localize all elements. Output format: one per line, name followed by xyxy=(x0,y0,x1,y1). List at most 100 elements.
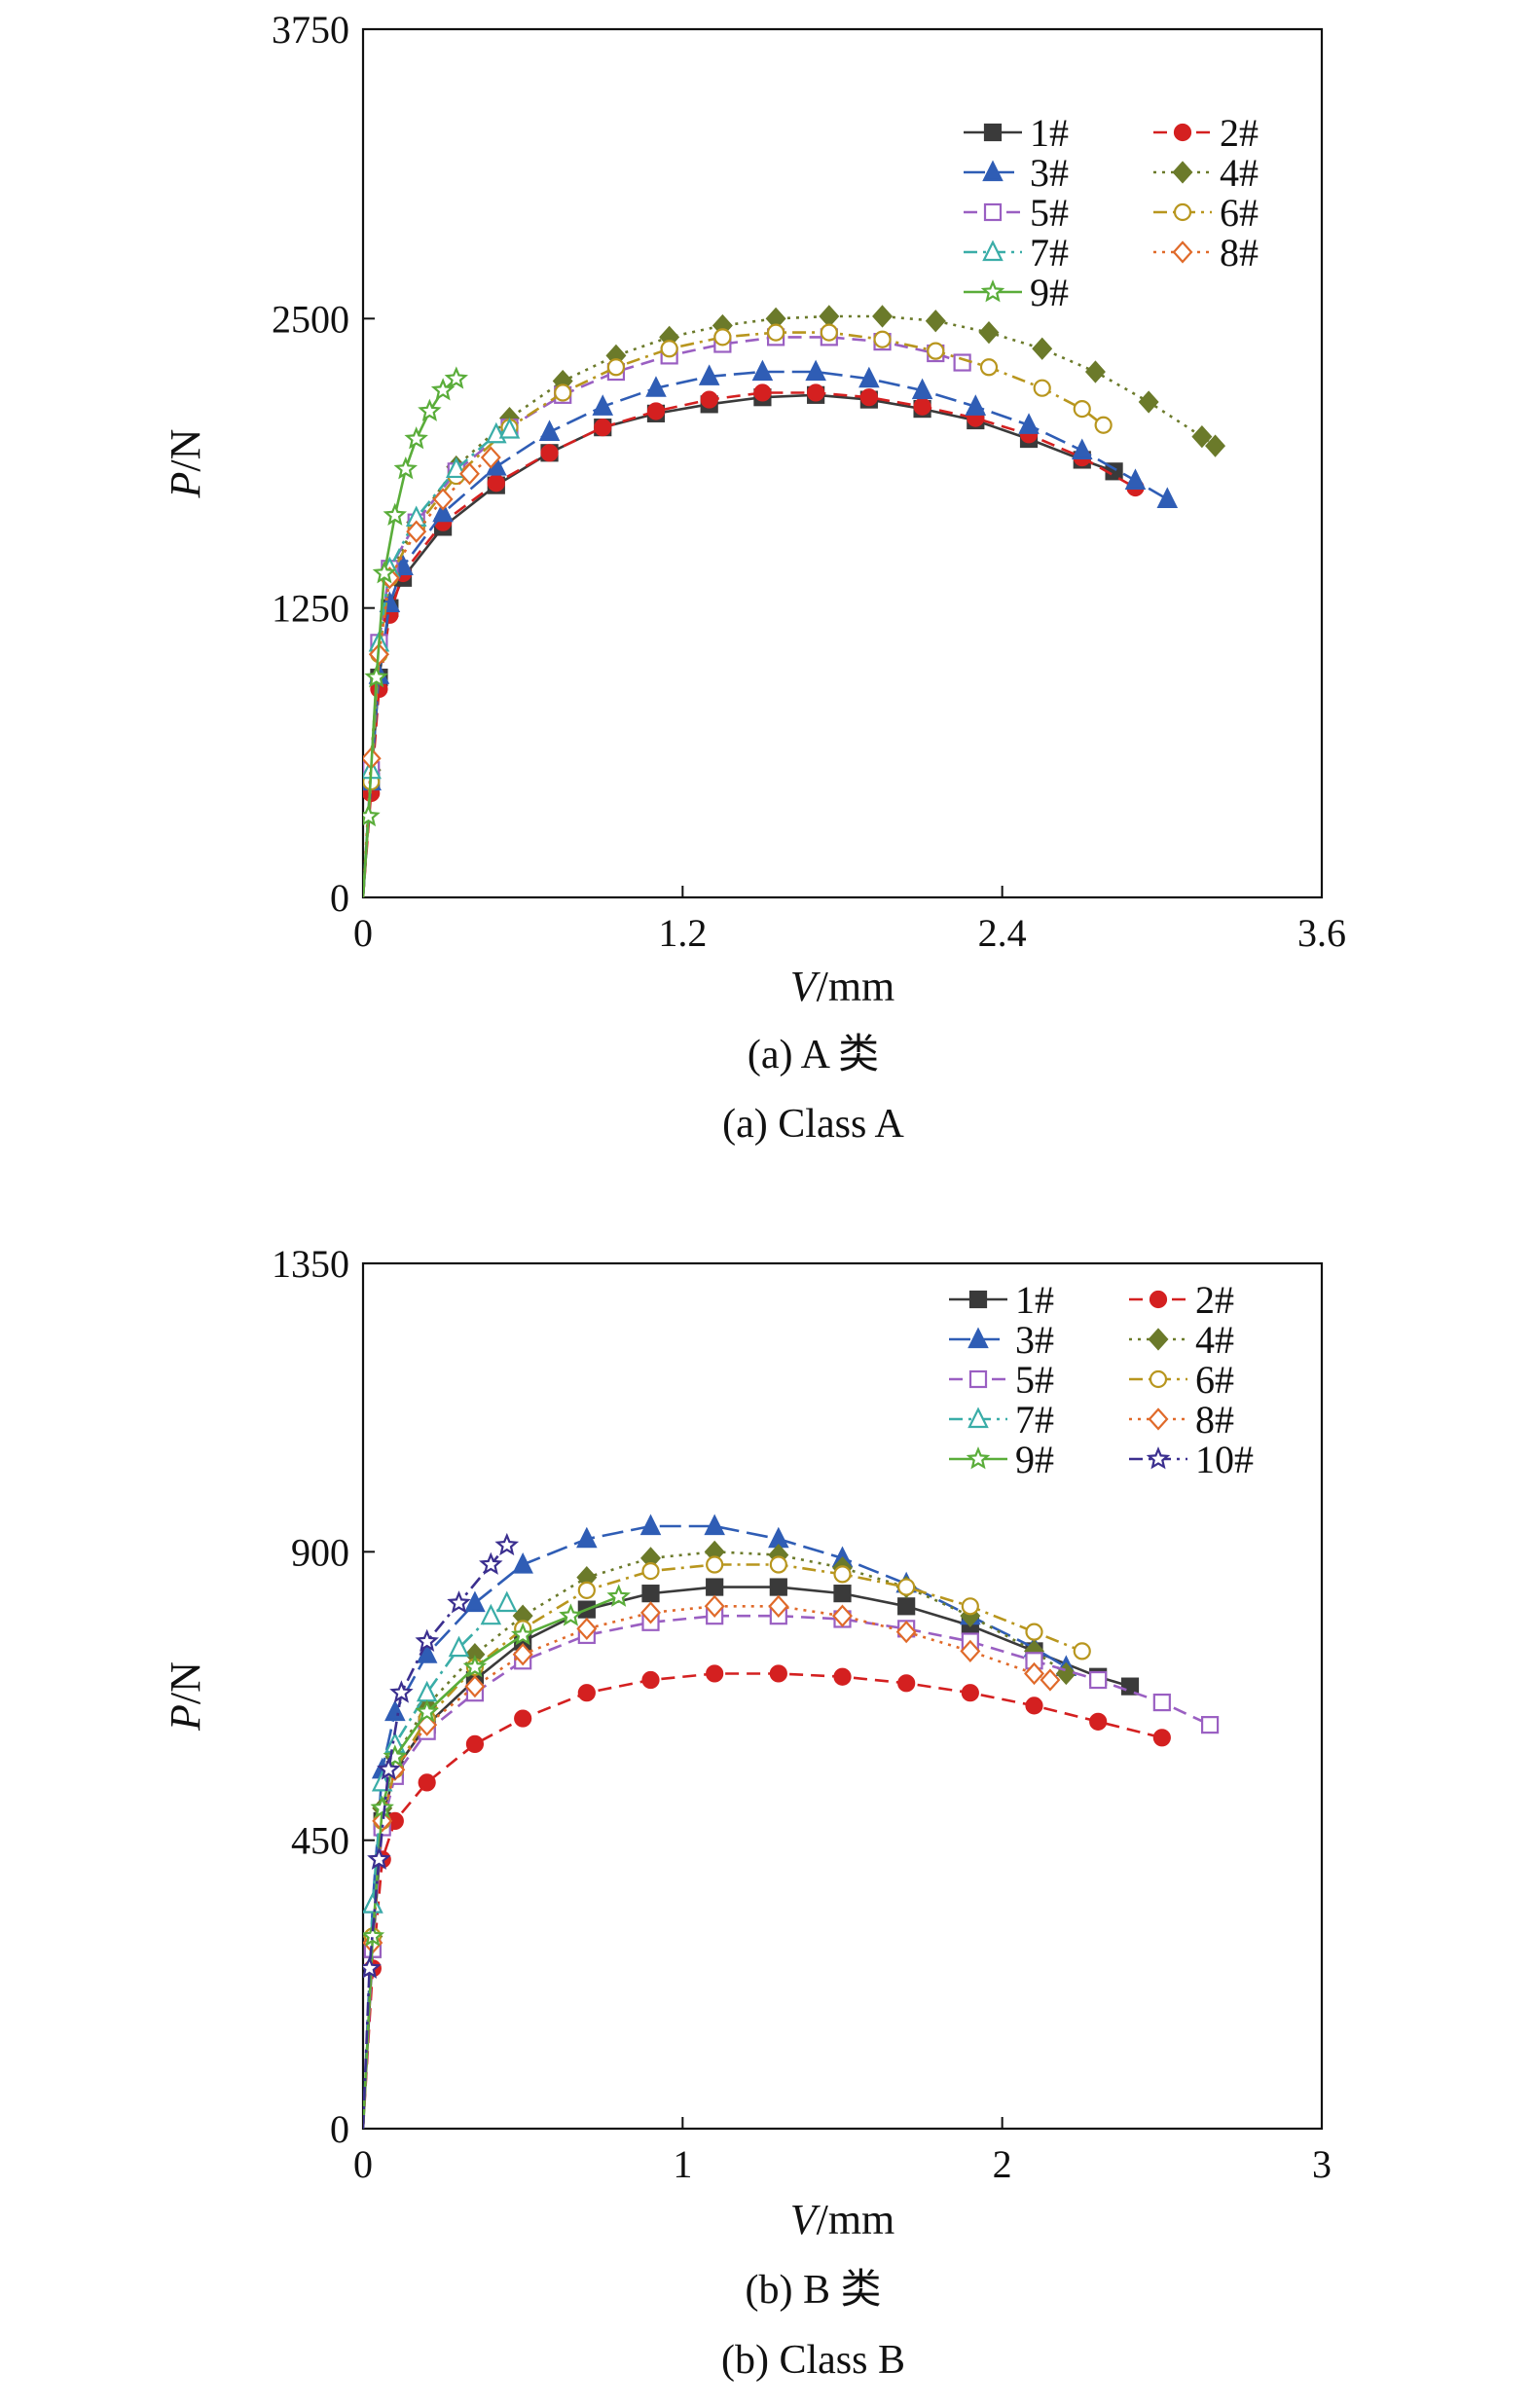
x-tick-label: 1 xyxy=(673,2142,692,2186)
y-tick-label: 1350 xyxy=(272,1242,349,1286)
data-point xyxy=(592,394,614,416)
legend-marker xyxy=(967,1406,989,1429)
data-point xyxy=(639,1514,662,1536)
data-point xyxy=(384,1699,406,1722)
data-point xyxy=(510,1623,535,1646)
data-point xyxy=(897,1597,916,1616)
data-point xyxy=(1191,425,1213,449)
legend-marker xyxy=(967,1327,989,1349)
data-point xyxy=(698,364,720,385)
legend-marker xyxy=(1173,202,1192,222)
data-point xyxy=(383,1744,408,1768)
data-point xyxy=(1040,1668,1061,1692)
data-point xyxy=(965,394,987,416)
data-point xyxy=(487,474,505,493)
data-point xyxy=(392,554,414,575)
data-point xyxy=(480,446,501,469)
legend: 1# 2# 3# 4# 5# 6# 7# 8# 9# 10# xyxy=(949,1278,1254,1481)
data-point xyxy=(1205,434,1226,457)
y-tick-label: 0 xyxy=(330,876,349,920)
panel-a: 0 1.2 2.4 3.6 0 1250 2500 3750 V/mm P/N 1# 2# 3# 4# 5#… xyxy=(162,8,1346,1147)
legend-item: 6# xyxy=(1129,1358,1234,1402)
legend-label: 3# xyxy=(1030,151,1069,195)
series-2 xyxy=(363,1664,1171,2129)
data-point xyxy=(769,1664,787,1683)
y-tick-label: 2500 xyxy=(272,297,349,341)
y-tick-label: 0 xyxy=(330,2107,349,2151)
legend-label: 8# xyxy=(1220,231,1259,274)
legend-label: 8# xyxy=(1195,1398,1234,1441)
data-point xyxy=(514,1709,532,1728)
x-tick-label: 0 xyxy=(353,911,373,955)
data-point xyxy=(660,340,678,358)
data-point xyxy=(577,1581,596,1599)
y-tick-label: 900 xyxy=(291,1530,349,1574)
data-point xyxy=(1025,1697,1043,1715)
data-point xyxy=(1089,1712,1108,1731)
series-line xyxy=(363,391,1137,897)
data-point xyxy=(377,1757,401,1780)
data-point xyxy=(418,398,442,421)
series-6 xyxy=(363,1555,1091,2129)
caption-en: (a) Class A xyxy=(722,1102,904,1147)
data-point xyxy=(913,397,931,416)
data-point xyxy=(389,1680,414,1703)
data-point xyxy=(641,1585,660,1603)
data-point xyxy=(704,1594,725,1618)
data-point xyxy=(494,1532,520,1556)
data-point xyxy=(820,323,838,342)
data-point xyxy=(1071,438,1093,460)
x-tick-label: 3 xyxy=(1312,2142,1332,2186)
data-point xyxy=(576,1526,598,1549)
data-point xyxy=(594,419,612,437)
x-tick-label: 1.2 xyxy=(658,911,707,955)
data-point xyxy=(769,1578,787,1596)
y-tick-label: 1250 xyxy=(272,587,349,631)
legend-label: 6# xyxy=(1220,191,1259,235)
legend-item: 5# xyxy=(949,1358,1054,1402)
data-point xyxy=(961,1684,979,1702)
data-point xyxy=(372,561,397,584)
series-line xyxy=(363,1614,1211,2129)
data-point xyxy=(538,420,561,441)
data-point xyxy=(1033,379,1051,397)
data-point xyxy=(370,1795,394,1819)
data-point xyxy=(447,1590,471,1614)
legend-label: 5# xyxy=(1030,191,1069,235)
series-5 xyxy=(363,328,971,897)
series-line xyxy=(363,314,1217,897)
series-10 xyxy=(363,1532,520,2129)
data-point xyxy=(480,1603,502,1625)
legend-item: 4# xyxy=(1153,151,1259,195)
data-point xyxy=(540,444,559,462)
y-axis-unit: /N xyxy=(162,1661,209,1704)
data-point xyxy=(1073,400,1091,419)
data-point xyxy=(464,1590,486,1613)
data-point xyxy=(768,1594,789,1618)
data-point xyxy=(751,359,774,382)
data-point xyxy=(700,390,718,409)
data-point xyxy=(418,1773,436,1792)
legend-label: 1# xyxy=(1030,111,1069,155)
data-point xyxy=(704,1514,725,1536)
data-point xyxy=(978,320,1000,345)
series-9 xyxy=(363,1584,631,2129)
caption-cn: (a) A 类 xyxy=(748,1033,879,1077)
legend-marker xyxy=(1149,1290,1168,1309)
legend-marker xyxy=(1146,1446,1171,1470)
legend-label: 4# xyxy=(1195,1318,1234,1362)
legend-label: 7# xyxy=(1030,231,1069,274)
legend-marker xyxy=(1172,240,1193,264)
data-point xyxy=(769,1555,787,1574)
data-point xyxy=(1094,416,1113,434)
data-point xyxy=(819,305,840,328)
caption-cn: (b) B 类 xyxy=(746,2268,882,2313)
data-point xyxy=(858,366,880,388)
legend-label: 9# xyxy=(1030,271,1069,314)
legend: 1# 2# 3# 4# 5# 6# 7# 8# 9# xyxy=(964,111,1259,314)
panel-b: 0 1 2 3 0 450 900 1350 V/mm P/N 1# 2# 3# 4# 5# 6# 7# 8# 9#… xyxy=(162,1242,1332,2383)
legend-label: 10# xyxy=(1195,1438,1254,1481)
data-point xyxy=(925,310,946,333)
y-axis-label: P/N xyxy=(162,1661,209,1732)
legend-marker xyxy=(980,279,1005,303)
